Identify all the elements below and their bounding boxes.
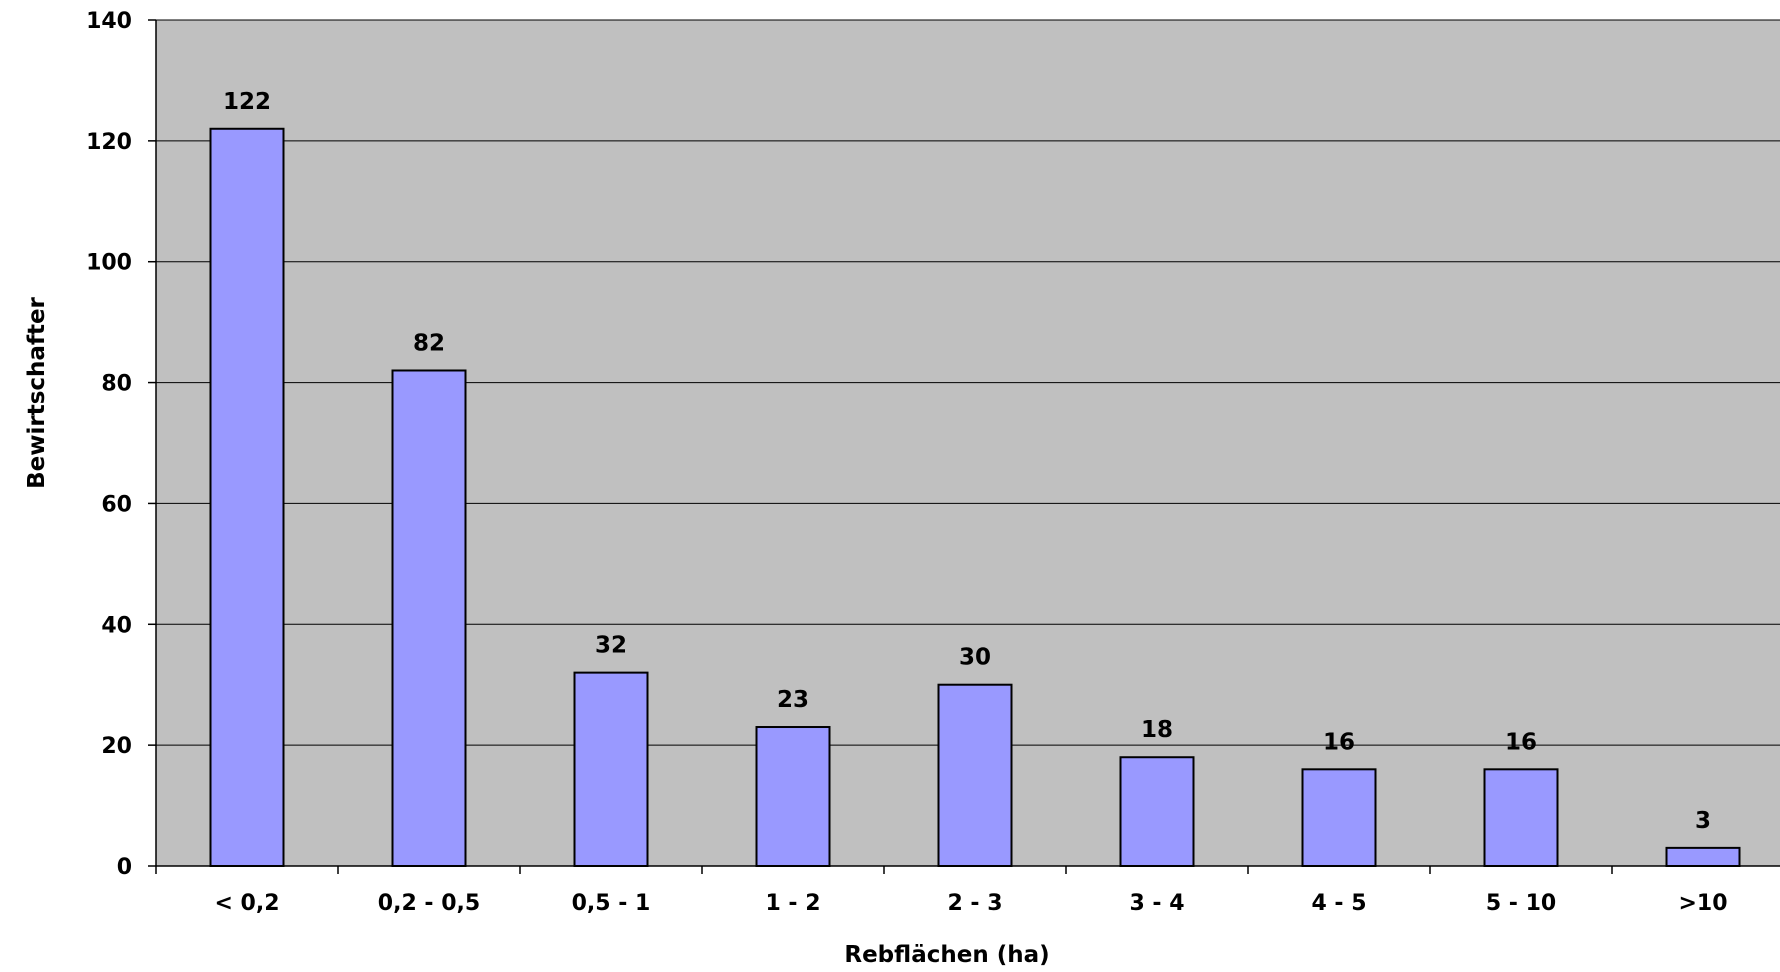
x-tick-label: < 0,2 [214, 891, 279, 916]
x-tick-label: 3 - 4 [1129, 891, 1184, 916]
y-tick-label: 80 [101, 372, 132, 397]
data-label: 82 [413, 330, 445, 356]
y-tick-label: 40 [101, 613, 132, 638]
data-label: 23 [777, 687, 809, 713]
axes [148, 19, 1780, 874]
y-tick-label: 0 [117, 855, 132, 880]
data-label: 3 [1695, 808, 1711, 834]
bar [937, 683, 1013, 868]
bar [1119, 756, 1195, 868]
bar [391, 369, 467, 867]
bar [573, 671, 649, 868]
y-axis-title: Bewirtschafter [24, 296, 50, 488]
x-tick-label: 1 - 2 [765, 891, 820, 916]
data-label: 16 [1323, 729, 1355, 755]
y-tick-label: 100 [86, 251, 132, 276]
bar [1301, 768, 1377, 867]
y-tick-label: 20 [101, 734, 132, 759]
bar [1483, 768, 1559, 867]
y-tick-labels: 0 20 40 60 80 100 120 140 [86, 9, 132, 880]
data-label: 122 [223, 89, 271, 115]
bar [209, 127, 285, 867]
x-tick-label: 0,2 - 0,5 [378, 891, 480, 916]
x-axis-title: Rebflächen (ha) [844, 942, 1049, 968]
bar [1665, 846, 1741, 867]
y-tick-label: 140 [86, 9, 132, 34]
x-tick-label: 4 - 5 [1311, 891, 1366, 916]
bar [755, 726, 831, 867]
x-tick-label: 2 - 3 [947, 891, 1002, 916]
data-labels: 122 82 32 23 30 18 16 16 3 [223, 89, 1711, 834]
data-label: 16 [1505, 729, 1537, 755]
y-tick-label: 120 [86, 130, 132, 155]
data-label: 30 [959, 645, 991, 671]
data-label: 18 [1141, 717, 1173, 743]
x-tick-label: >10 [1678, 891, 1727, 916]
x-tick-label: 5 - 10 [1486, 891, 1556, 916]
data-label: 32 [595, 633, 627, 659]
x-tick-label: 0,5 - 1 [572, 891, 651, 916]
x-tick-labels: < 0,2 0,2 - 0,5 0,5 - 1 1 - 2 2 - 3 3 - 4 4 - … [214, 891, 1727, 916]
y-tick-label: 60 [101, 492, 132, 517]
